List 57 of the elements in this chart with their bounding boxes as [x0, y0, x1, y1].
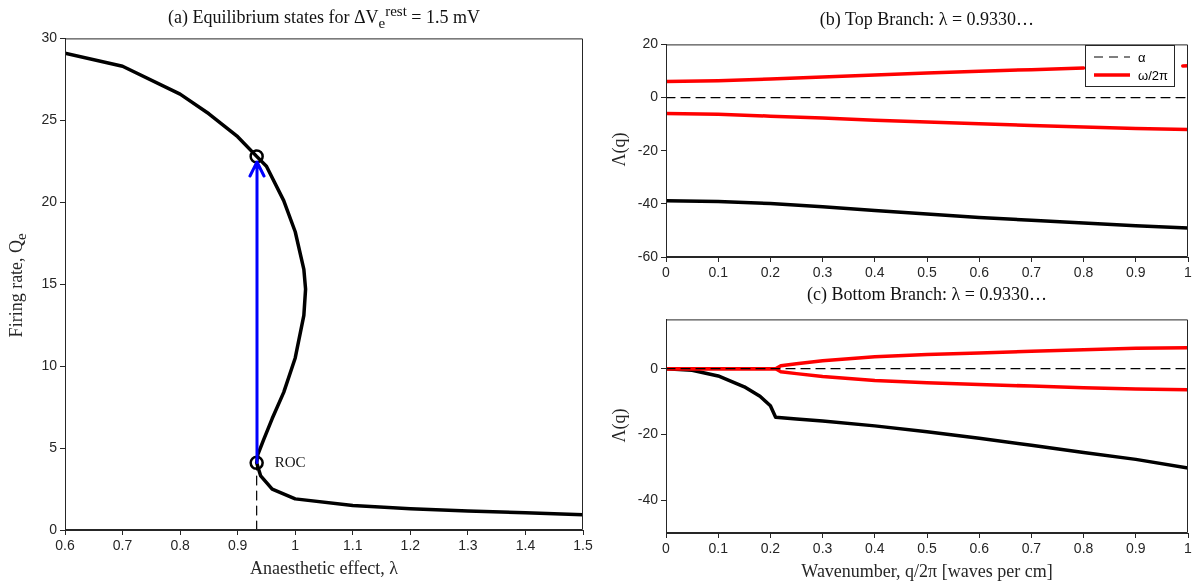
y-tick-label: -60	[637, 247, 659, 264]
annotation: ROC	[274, 453, 306, 470]
chart-title: (a) Equilibrium states for ΔV$_{e}$$^{rest}$ = 1.5 mV	[167, 3, 481, 32]
x-tick-label: 0.7	[112, 537, 133, 554]
legend-label: ω/2π	[1138, 67, 1168, 83]
x-tick-label: 1	[291, 537, 300, 554]
x-axis-title: Wavenumber, q/2π [waves per cm]	[800, 561, 1054, 582]
x-tick-label: 0.3	[812, 540, 833, 557]
x-tick-label: 0.1	[708, 264, 729, 281]
x-tick-label: 0.6	[55, 537, 75, 554]
y-tick-label: -20	[637, 425, 659, 442]
x-tick-label: 0.2	[760, 264, 781, 281]
x-tick-label: 0.5	[917, 264, 937, 281]
chart-title: (b) Top Branch: λ = 0.9330…	[818, 9, 1036, 30]
x-tick-label: 0.9	[227, 537, 248, 554]
y-tick-label: 20	[642, 35, 659, 52]
x-tick-label: 0.6	[969, 540, 990, 557]
x-tick-label: 0.4	[865, 540, 885, 557]
legend-label: α	[1138, 49, 1146, 65]
x-tick-label: 0.7	[1021, 540, 1042, 557]
y-tick-label: 25	[41, 111, 58, 128]
x-tick-label: 0.4	[865, 264, 885, 281]
x-tick-label: 0.3	[812, 264, 833, 281]
x-tick-label: 0.6	[969, 264, 990, 281]
x-tick-label: 0	[662, 264, 671, 281]
y-tick-label: 0	[650, 88, 659, 105]
x-tick-label: 0.2	[760, 540, 781, 557]
x-axis-title: Anaesthetic effect, λ	[249, 558, 399, 579]
y-tick-label: 0	[49, 520, 58, 537]
y-tick-label: -20	[637, 141, 659, 158]
x-tick-label: 0.8	[170, 537, 191, 554]
x-tick-label: 0.9	[1126, 264, 1146, 281]
x-tick-label: 0.7	[1021, 264, 1042, 281]
x-tick-label: 1.1	[343, 537, 363, 554]
x-tick-label: 1.3	[458, 537, 478, 554]
y-axis-title: Λ(q)	[608, 131, 630, 169]
y-tick-label: 0	[650, 359, 659, 376]
y-tick-label: 5	[49, 438, 58, 455]
y-tick-label: 30	[41, 29, 58, 46]
y-axis-title: Λ(q)	[608, 407, 630, 445]
x-tick-label: 0.1	[708, 540, 729, 557]
y-tick-label: -40	[637, 491, 659, 507]
x-tick-label: 1	[1184, 264, 1193, 281]
x-tick-label: 0.8	[1073, 264, 1094, 281]
y-tick-label: 20	[41, 193, 58, 210]
y-tick-label: -40	[637, 194, 659, 211]
x-tick-label: 0.9	[1126, 540, 1146, 557]
chart-title: (c) Bottom Branch: λ = 0.9330…	[806, 284, 1048, 305]
x-tick-label: 1	[1184, 540, 1193, 557]
x-tick-label: 0.5	[917, 540, 937, 557]
x-tick-label: 0	[662, 540, 671, 557]
x-tick-label: 1.4	[515, 537, 536, 554]
x-tick-label: 1.2	[400, 537, 421, 554]
y-tick-label: 15	[41, 275, 58, 292]
y-tick-label: 10	[41, 356, 58, 373]
x-tick-label: 0.8	[1073, 540, 1094, 557]
x-tick-label: 1.5	[573, 537, 593, 554]
